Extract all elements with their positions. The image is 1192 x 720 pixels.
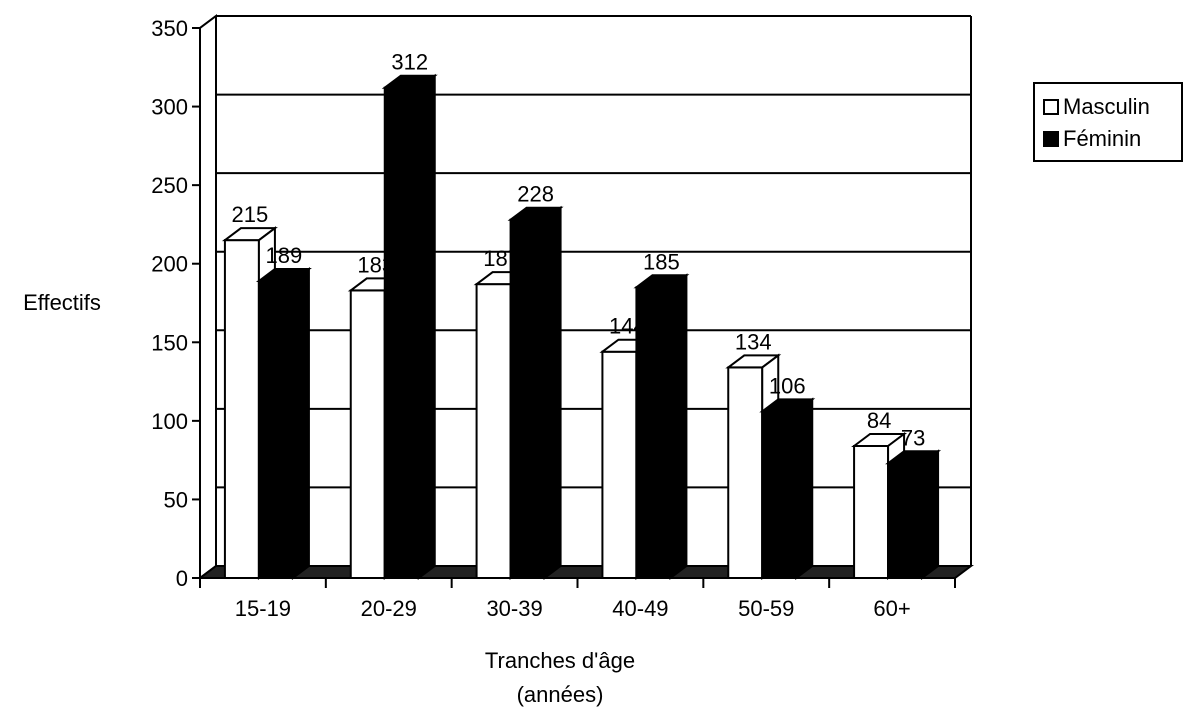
bar-Féminin-15-19 bbox=[257, 280, 294, 579]
data-label-Masculin-30-39: 187 bbox=[483, 246, 520, 271]
xtick-label-50-59: 50-59 bbox=[738, 596, 794, 621]
data-label-Féminin-60+: 73 bbox=[901, 425, 925, 450]
data-label-Féminin-30-39: 228 bbox=[517, 182, 554, 207]
bar-side-Féminin-30-39 bbox=[543, 205, 562, 580]
data-label-Féminin-15-19: 189 bbox=[266, 243, 303, 268]
bar-Masculin-40-49 bbox=[601, 350, 638, 580]
data-label-Masculin-60+: 84 bbox=[867, 408, 891, 433]
x-axis-title-line2: (années) bbox=[517, 682, 604, 707]
data-label-Féminin-20-29: 312 bbox=[391, 50, 428, 75]
ytick-label-200: 200 bbox=[151, 252, 188, 277]
back-wall-left bbox=[199, 14, 217, 580]
data-label-Masculin-40-49: 144 bbox=[609, 314, 646, 339]
bar-Féminin-30-39 bbox=[509, 218, 546, 579]
ytick-label-300: 300 bbox=[151, 95, 188, 120]
xtick-label-60+: 60+ bbox=[873, 596, 910, 621]
bar-Masculin-50-59 bbox=[727, 366, 764, 579]
bar-Féminin-60+ bbox=[887, 462, 924, 579]
gridlines bbox=[199, 15, 971, 501]
x-axis-title: Tranches d'âge bbox=[485, 648, 635, 673]
data-label-Masculin-50-59: 134 bbox=[735, 329, 772, 354]
bar-Masculin-15-19 bbox=[223, 239, 260, 579]
bar-Féminin-50-59 bbox=[761, 410, 798, 579]
ytick-label-150: 150 bbox=[151, 330, 188, 355]
ytick-label-100: 100 bbox=[151, 409, 188, 434]
xtick-label-20-29: 20-29 bbox=[361, 596, 417, 621]
bar-side-Féminin-60+ bbox=[921, 449, 940, 580]
xtick-label-30-39: 30-39 bbox=[486, 596, 542, 621]
bar-Masculin-30-39 bbox=[475, 283, 512, 579]
bar-Masculin-20-29 bbox=[349, 289, 386, 579]
legend: Masculin Féminin bbox=[1033, 82, 1183, 162]
data-label-Masculin-15-19: 215 bbox=[232, 202, 269, 227]
legend-item-feminin: Féminin bbox=[1043, 126, 1141, 152]
ytick-label-50: 50 bbox=[164, 487, 188, 512]
xtick-label-15-19: 15-19 bbox=[235, 596, 291, 621]
xtick-label-40-49: 40-49 bbox=[612, 596, 668, 621]
bar-side-Féminin-50-59 bbox=[795, 397, 814, 580]
bar-side-Féminin-40-49 bbox=[669, 273, 688, 580]
ytick-label-250: 250 bbox=[151, 173, 188, 198]
ytick-label-350: 350 bbox=[151, 16, 188, 41]
labels: 215 189 183 312 187 228 144 185 134 106 84 73 Effect… bbox=[23, 50, 925, 707]
bar-Féminin-20-29 bbox=[383, 86, 420, 579]
bar-side-Féminin-15-19 bbox=[291, 267, 310, 580]
legend-item-masculin: Masculin bbox=[1043, 94, 1150, 120]
bar-side-Féminin-20-29 bbox=[417, 73, 436, 580]
y-axis-title: Effectifs bbox=[23, 290, 101, 315]
ytick-label-0: 0 bbox=[176, 566, 188, 591]
data-label-Féminin-40-49: 185 bbox=[643, 249, 680, 274]
bar-Féminin-40-49 bbox=[635, 286, 672, 579]
legend-swatch-masculin bbox=[1043, 99, 1059, 115]
legend-label-feminin: Féminin bbox=[1063, 126, 1142, 151]
data-label-Féminin-50-59: 106 bbox=[769, 373, 806, 398]
legend-label-masculin: Masculin bbox=[1063, 94, 1150, 119]
data-label-Masculin-20-29: 183 bbox=[357, 252, 394, 277]
legend-swatch-feminin bbox=[1043, 131, 1059, 147]
bars bbox=[221, 73, 942, 581]
bar-Masculin-60+ bbox=[853, 445, 890, 579]
